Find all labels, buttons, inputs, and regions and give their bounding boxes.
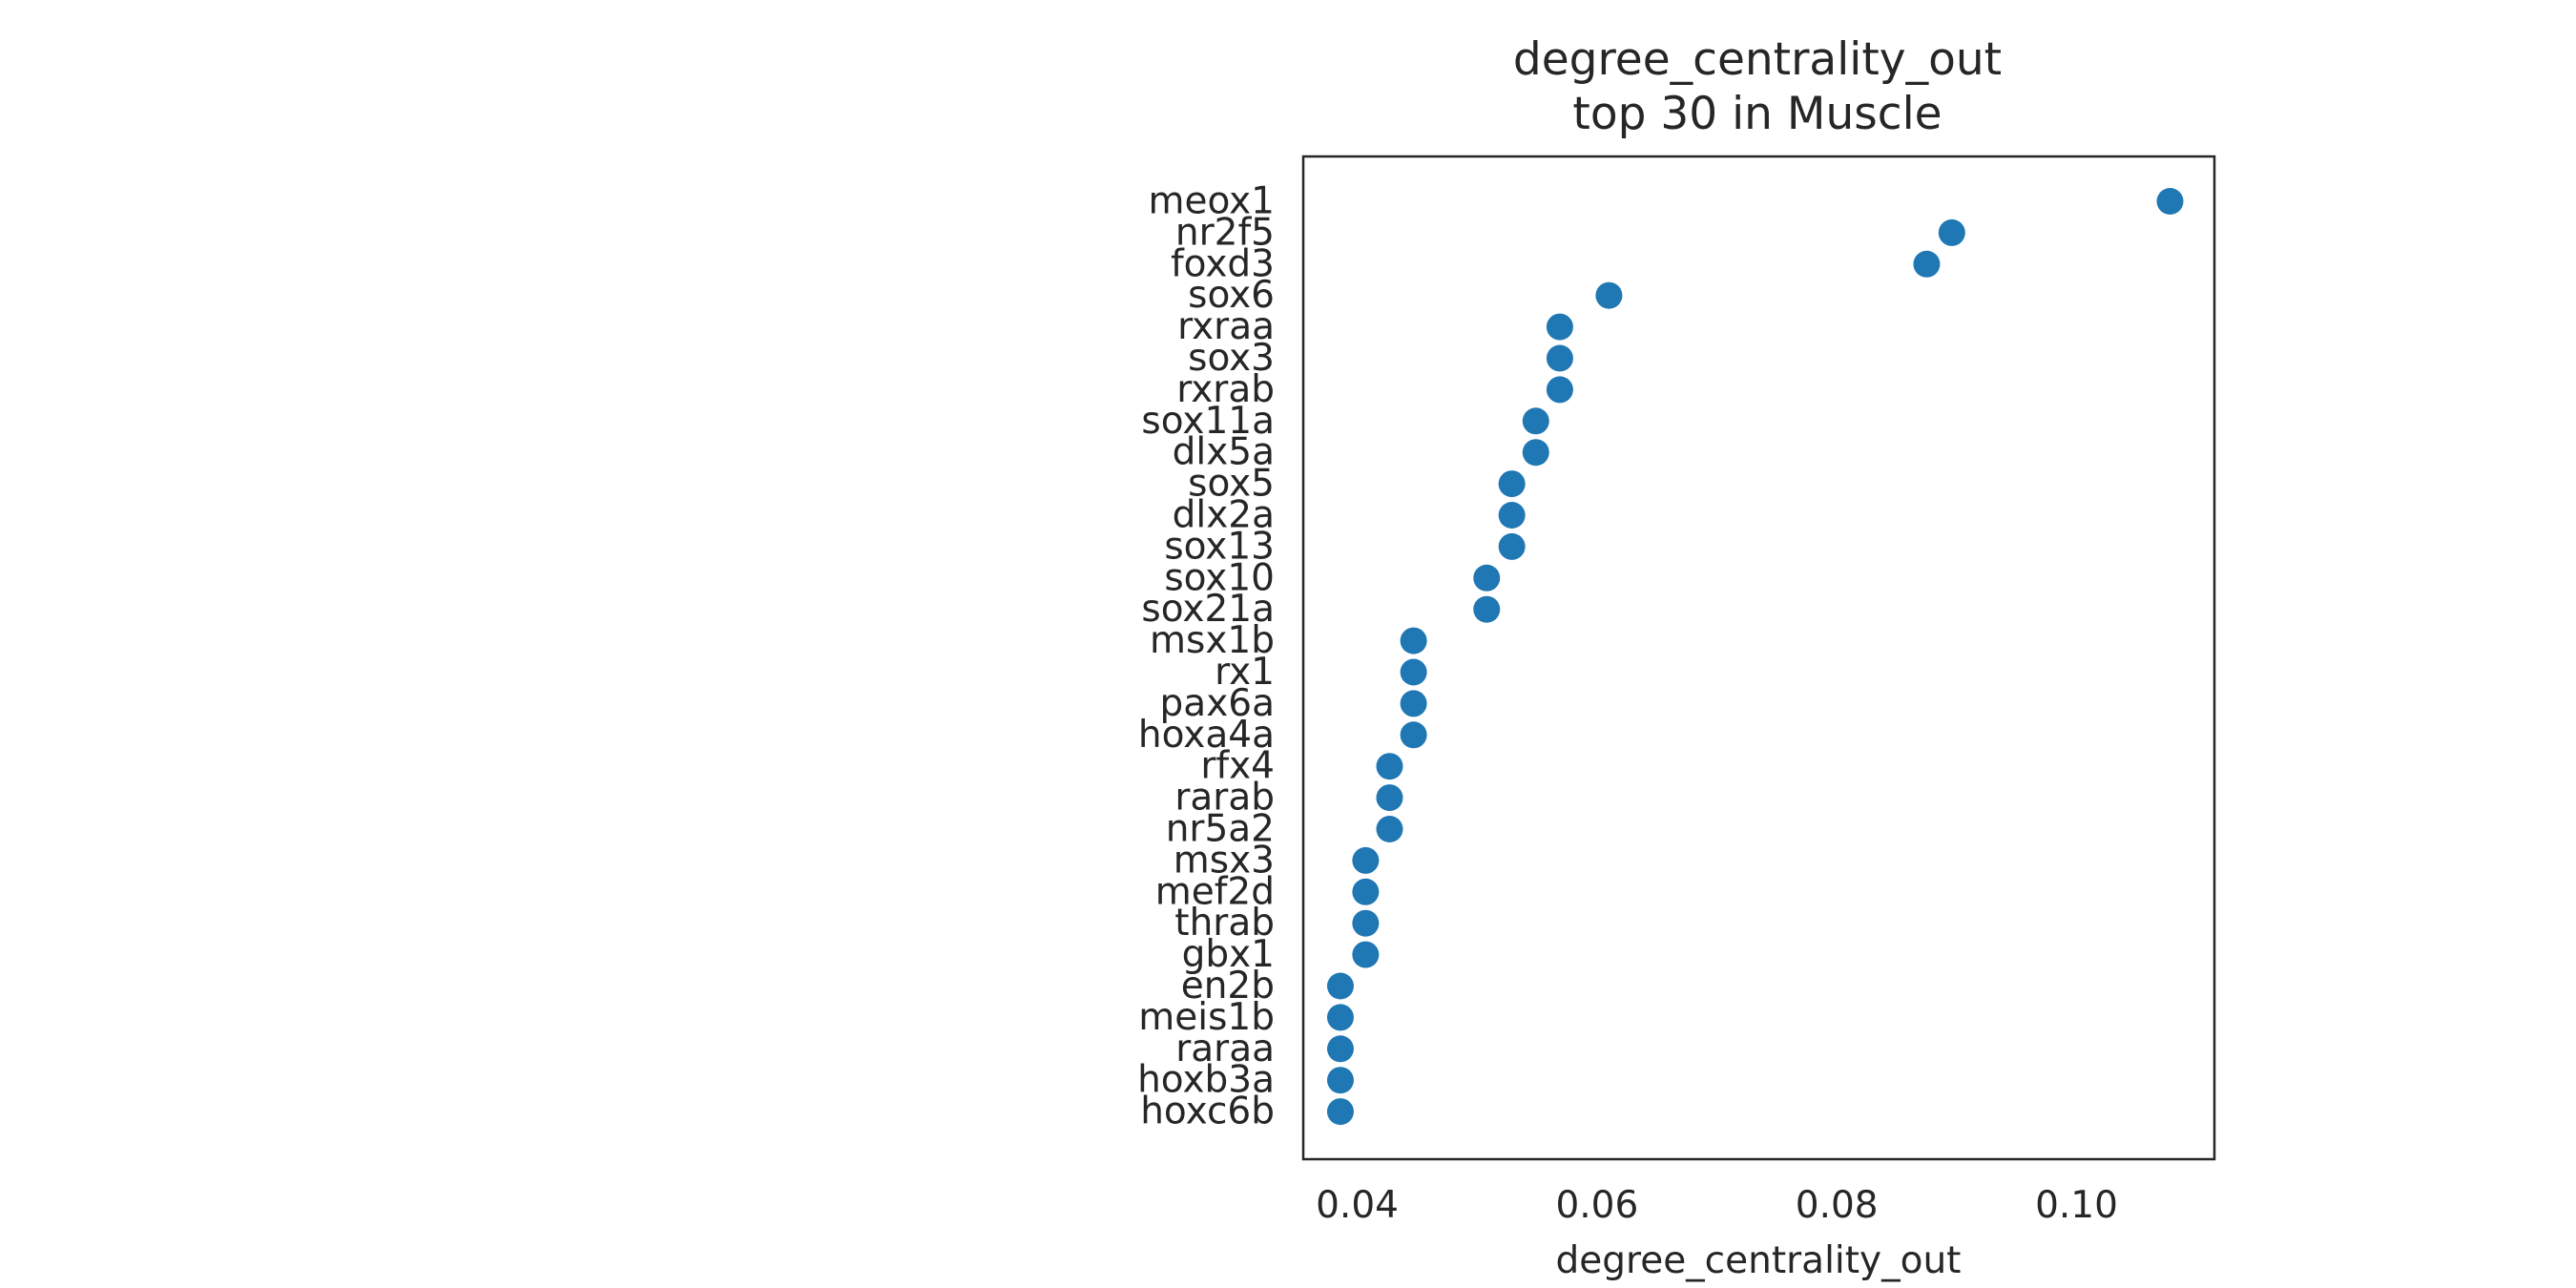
data-point — [1522, 439, 1549, 467]
y-tick-label: pax6a — [1160, 682, 1275, 725]
y-tick-label: sox21a — [1141, 588, 1275, 631]
y-tick-label: meis1b — [1138, 996, 1275, 1039]
data-point — [1326, 1098, 1354, 1126]
chart-title: degree_centrality_out — [1513, 33, 2002, 86]
y-tick-label: rfx4 — [1200, 745, 1275, 788]
data-point — [1400, 690, 1427, 717]
y-tick-label: hoxc6b — [1140, 1091, 1275, 1133]
y-tick-label: hoxa4a — [1138, 714, 1275, 757]
x-axis-label: degree_centrality_out — [1556, 1239, 1962, 1282]
data-point — [2156, 188, 2184, 215]
y-tick-label: sox13 — [1164, 525, 1275, 568]
data-point — [1546, 376, 1573, 404]
data-point — [1473, 595, 1501, 623]
y-tick-label: sox11a — [1141, 400, 1275, 443]
x-tick-label: 0.08 — [1796, 1184, 1879, 1227]
data-point — [1473, 564, 1501, 592]
y-tick-label: foxd3 — [1171, 242, 1275, 285]
data-point — [1522, 407, 1549, 435]
data-point — [1400, 658, 1427, 686]
data-point — [1352, 878, 1380, 905]
y-tick-label: msx3 — [1174, 839, 1275, 882]
data-point — [1400, 627, 1427, 654]
y-tick-label: nr2f5 — [1175, 211, 1275, 254]
y-tick-label: hoxb3a — [1137, 1059, 1275, 1102]
y-tick-label: sox10 — [1164, 556, 1275, 599]
data-point — [1376, 784, 1403, 812]
y-tick-label: sox6 — [1188, 274, 1275, 317]
y-tick-label: meox1 — [1148, 180, 1275, 223]
y-tick-label: rxraa — [1177, 305, 1275, 348]
data-point — [1352, 941, 1380, 968]
y-tick-label: rxrab — [1176, 368, 1275, 411]
data-point — [1352, 846, 1380, 874]
data-point — [1376, 753, 1403, 780]
x-axis-ticks: 0.04 0.06 0.08 0.10 — [1316, 1184, 2118, 1227]
data-point — [1400, 721, 1427, 749]
data-point — [1498, 502, 1526, 529]
y-tick-label: gbx1 — [1182, 933, 1275, 976]
x-tick-label: 0.06 — [1555, 1184, 1638, 1227]
data-point — [1498, 470, 1526, 498]
data-point — [1938, 218, 1965, 246]
data-point — [1326, 1067, 1354, 1094]
y-tick-label: thrab — [1174, 902, 1275, 945]
y-tick-label: rx1 — [1215, 651, 1275, 694]
x-tick-label: 0.10 — [2035, 1184, 2118, 1227]
y-tick-labels: meox1nr2f5foxd3sox6rxraasox3rxrabsox11ad… — [1137, 180, 1275, 1133]
y-tick-label: mef2d — [1155, 870, 1275, 913]
data-point — [1546, 344, 1573, 372]
data-point — [1352, 909, 1380, 937]
data-point — [1326, 1035, 1354, 1063]
data-point — [1546, 313, 1573, 341]
y-tick-label: en2b — [1181, 965, 1275, 1008]
data-point — [1595, 281, 1623, 309]
y-tick-label: dlx5a — [1173, 431, 1275, 474]
y-tick-label: sox3 — [1188, 337, 1275, 380]
y-tick-label: sox5 — [1188, 463, 1275, 506]
data-points — [1326, 188, 2184, 1126]
plot-frame — [1301, 155, 2216, 1161]
y-tick-label: rarab — [1174, 777, 1275, 820]
y-tick-label: dlx2a — [1173, 494, 1275, 537]
data-point — [1376, 816, 1403, 842]
y-tick-label: raraa — [1175, 1028, 1275, 1070]
y-tick-label: msx1b — [1150, 619, 1275, 662]
data-point — [1498, 532, 1526, 560]
x-tick-label: 0.04 — [1316, 1184, 1399, 1227]
data-point — [1326, 972, 1354, 1000]
data-point — [1326, 1004, 1354, 1031]
data-point — [1913, 250, 1941, 278]
y-tick-label: nr5a2 — [1166, 808, 1275, 851]
chart-subtitle: top 30 in Muscle — [1572, 88, 1942, 140]
